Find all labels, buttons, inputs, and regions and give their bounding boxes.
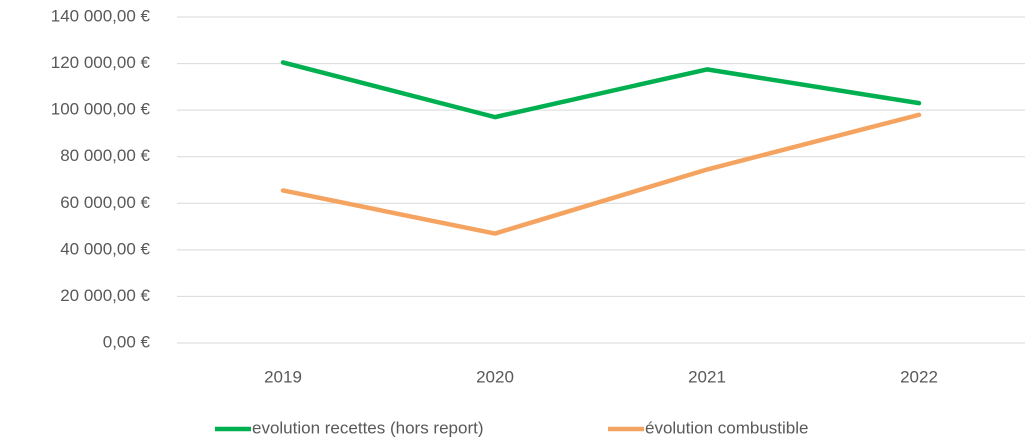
y-tick-label: 20 000,00 € [60,286,150,305]
series-line [280,60,922,120]
y-tick-label: 0,00 € [103,332,151,351]
y-tick-label: 40 000,00 € [60,239,150,258]
legend-label: évolution combustible [645,418,808,437]
y-tick-label: 120 000,00 € [51,53,151,72]
y-tick-label: 100 000,00 € [51,100,151,119]
y-tick-label: 80 000,00 € [60,146,150,165]
x-tick-label: 2022 [900,367,938,386]
x-tick-label: 2021 [688,367,726,386]
y-tick-label: 60 000,00 € [60,193,150,212]
x-tick-label: 2020 [476,367,514,386]
legend-label: evolution recettes (hors report) [252,418,484,437]
series-line [280,112,922,236]
y-tick-label: 140 000,00 € [51,6,151,25]
x-tick-label: 2019 [264,367,302,386]
